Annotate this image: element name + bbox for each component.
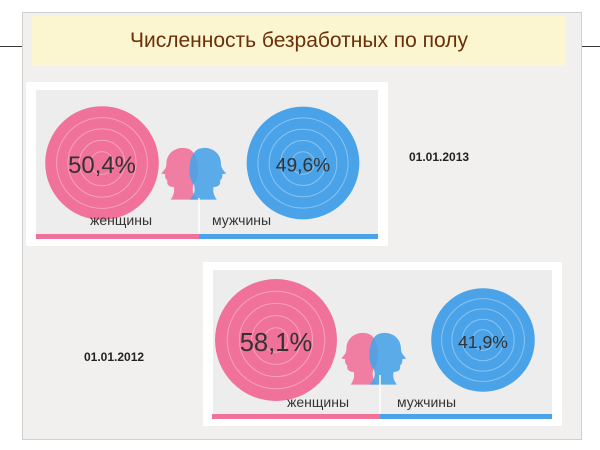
men-bubble-2013-ring bbox=[280, 140, 326, 186]
men-bar-2012 bbox=[380, 414, 552, 419]
women-bar-2012 bbox=[212, 414, 380, 419]
men-bubble-2013 bbox=[246, 106, 360, 220]
women-bubble-2013-ring bbox=[67, 128, 137, 198]
women-bubble-2012 bbox=[215, 279, 337, 401]
men-bubble-2012-ring bbox=[461, 318, 505, 362]
women-category-label-2013: женщины bbox=[90, 212, 152, 228]
men-percent-label-2012: 41,9% bbox=[458, 332, 508, 352]
page-title: Численность безработных по полу bbox=[129, 29, 469, 52]
women-bubble-2012-ring bbox=[226, 290, 326, 390]
women-bubble-2012-ring bbox=[251, 315, 301, 365]
woman-silhouette-icon bbox=[161, 147, 198, 200]
men-category-label-2012: мужчины bbox=[397, 394, 456, 410]
men-bubble-2013-ring bbox=[257, 117, 349, 209]
woman-silhouette-icon bbox=[341, 332, 378, 385]
women-bubble-2013-ring bbox=[90, 151, 114, 175]
men-bubble-2012 bbox=[431, 288, 535, 392]
women-category-label-2012: женщины bbox=[287, 394, 349, 410]
women-bubble-2013-ring bbox=[78, 139, 126, 187]
women-percent-label-2012: 58,1% bbox=[240, 329, 313, 357]
date-label-2012: 01.01.2012 bbox=[84, 350, 145, 364]
women-percent-label-2013: 50,4% bbox=[68, 152, 136, 179]
divider-left bbox=[0, 46, 22, 47]
men-bar-2013 bbox=[199, 234, 378, 239]
men-percent-label-2013: 49,6% bbox=[276, 155, 330, 176]
men-bubble-2012-ring bbox=[441, 298, 525, 382]
man-silhouette-icon bbox=[369, 332, 407, 385]
women-bubble-2013-ring bbox=[56, 117, 148, 209]
women-bar-2013 bbox=[36, 234, 199, 239]
women-bubble-2012-ring bbox=[238, 302, 314, 378]
men-category-label-2013: мужчины bbox=[212, 212, 271, 228]
women-bubble-2012-ring bbox=[263, 327, 289, 353]
men-bubble-2012-ring bbox=[451, 308, 515, 372]
title-band bbox=[32, 16, 566, 66]
women-bubble-2013 bbox=[45, 106, 159, 220]
men-bubble-2013-ring bbox=[291, 151, 315, 175]
men-bubble-2013-ring bbox=[268, 128, 338, 198]
man-silhouette-icon bbox=[189, 147, 227, 200]
men-bubble-2012-ring bbox=[472, 329, 494, 351]
divider-right bbox=[582, 46, 600, 47]
date-label-2013: 01.01.2013 bbox=[409, 150, 470, 164]
